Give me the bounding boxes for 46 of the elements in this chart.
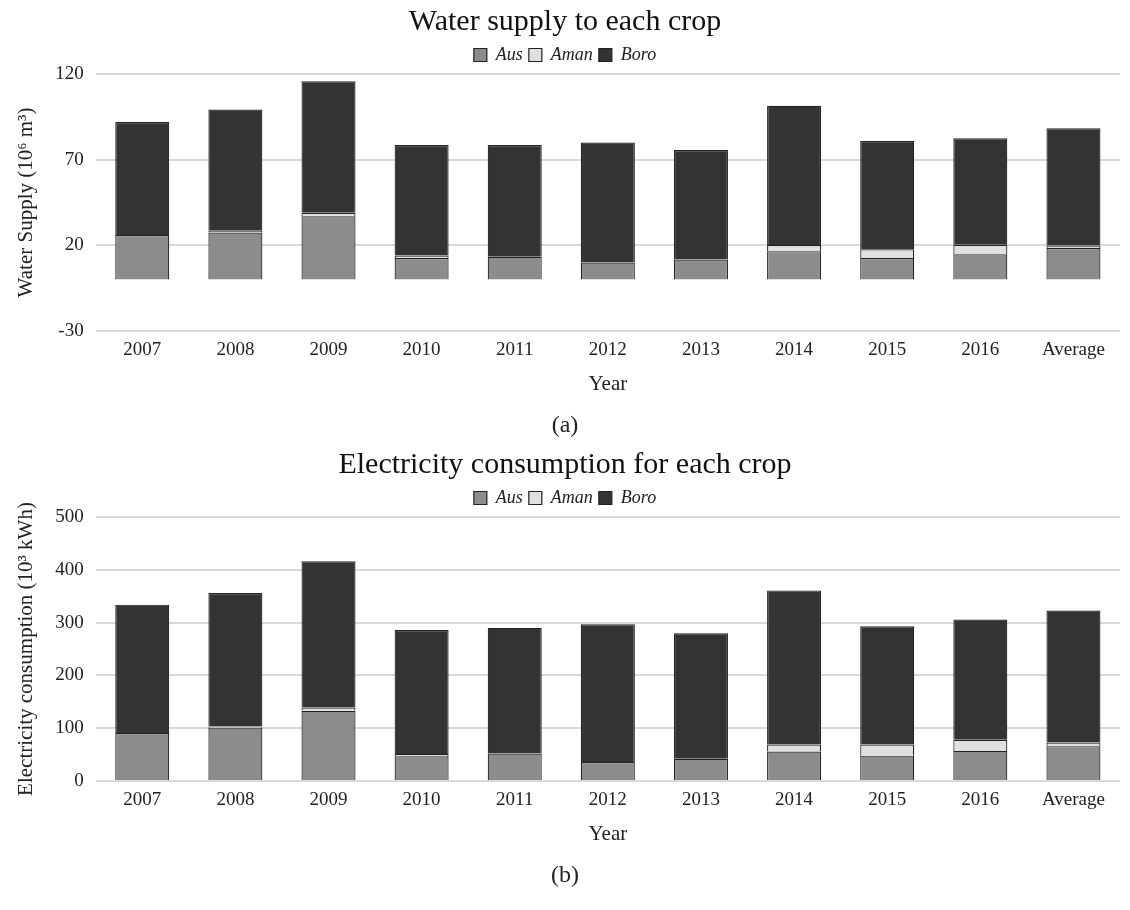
x-tick-label: 2015: [868, 788, 907, 810]
chart-title: Electricity consumption for each crop: [338, 445, 792, 479]
x-tick-label: 2014: [775, 338, 814, 360]
x-tick-label: 2013: [681, 788, 720, 810]
x-tick-label: Average: [1041, 338, 1105, 360]
x-tick-label: 2008: [216, 788, 255, 810]
y-axis-title: Electricity consumption (10³ kWh): [13, 502, 38, 796]
text: (a): [550, 410, 580, 439]
x-tick-label: 2012: [588, 788, 627, 810]
x-tick-label: 2014: [775, 788, 814, 810]
x-tick-label: 2010: [402, 338, 441, 360]
x-tick-label: 2015: [868, 338, 907, 360]
y-tick-label: 200: [55, 663, 84, 685]
x-tick-label: 2011: [496, 338, 534, 360]
legend-label: Aus: [494, 486, 523, 507]
x-tick-label: 2011: [496, 788, 534, 810]
y-tick-label: -30: [58, 318, 84, 340]
legend-label: Aman: [549, 486, 593, 507]
y-tick-label: 70: [64, 147, 84, 169]
text: (b): [550, 860, 580, 889]
x-tick-label: 2007: [123, 788, 162, 810]
x-tick-label: 2010: [402, 788, 441, 810]
y-tick-label: 20: [64, 233, 84, 255]
y-tick-label: 500: [55, 504, 84, 526]
y-tick-label: 300: [55, 610, 84, 632]
x-axis-title: Year: [588, 370, 628, 395]
legend-label: Boro: [620, 486, 657, 507]
x-tick-label: 2008: [216, 338, 255, 360]
x-tick-label: 2012: [588, 338, 627, 360]
x-tick-label: 2009: [309, 338, 348, 360]
legend-label: Aus: [494, 43, 523, 64]
x-tick-label: 2009: [309, 788, 348, 810]
legend-label: Aman: [549, 43, 593, 64]
x-tick-label: Average: [1041, 788, 1105, 810]
x-tick-label: 2016: [961, 788, 1000, 810]
chart-title: Water supply to each crop: [408, 2, 722, 36]
y-tick-label: 400: [55, 557, 84, 579]
y-tick-label: 0: [74, 768, 84, 790]
x-tick-label: 2016: [961, 338, 1000, 360]
legend-label: Boro: [620, 43, 657, 64]
x-tick-label: 2007: [123, 338, 162, 360]
y-axis-title: Water Supply (10⁶ m³): [13, 107, 38, 298]
y-tick-label: 100: [55, 716, 84, 738]
x-tick-label: 2013: [681, 338, 720, 360]
x-axis-title: Year: [588, 820, 628, 845]
y-tick-label: 120: [55, 61, 84, 83]
